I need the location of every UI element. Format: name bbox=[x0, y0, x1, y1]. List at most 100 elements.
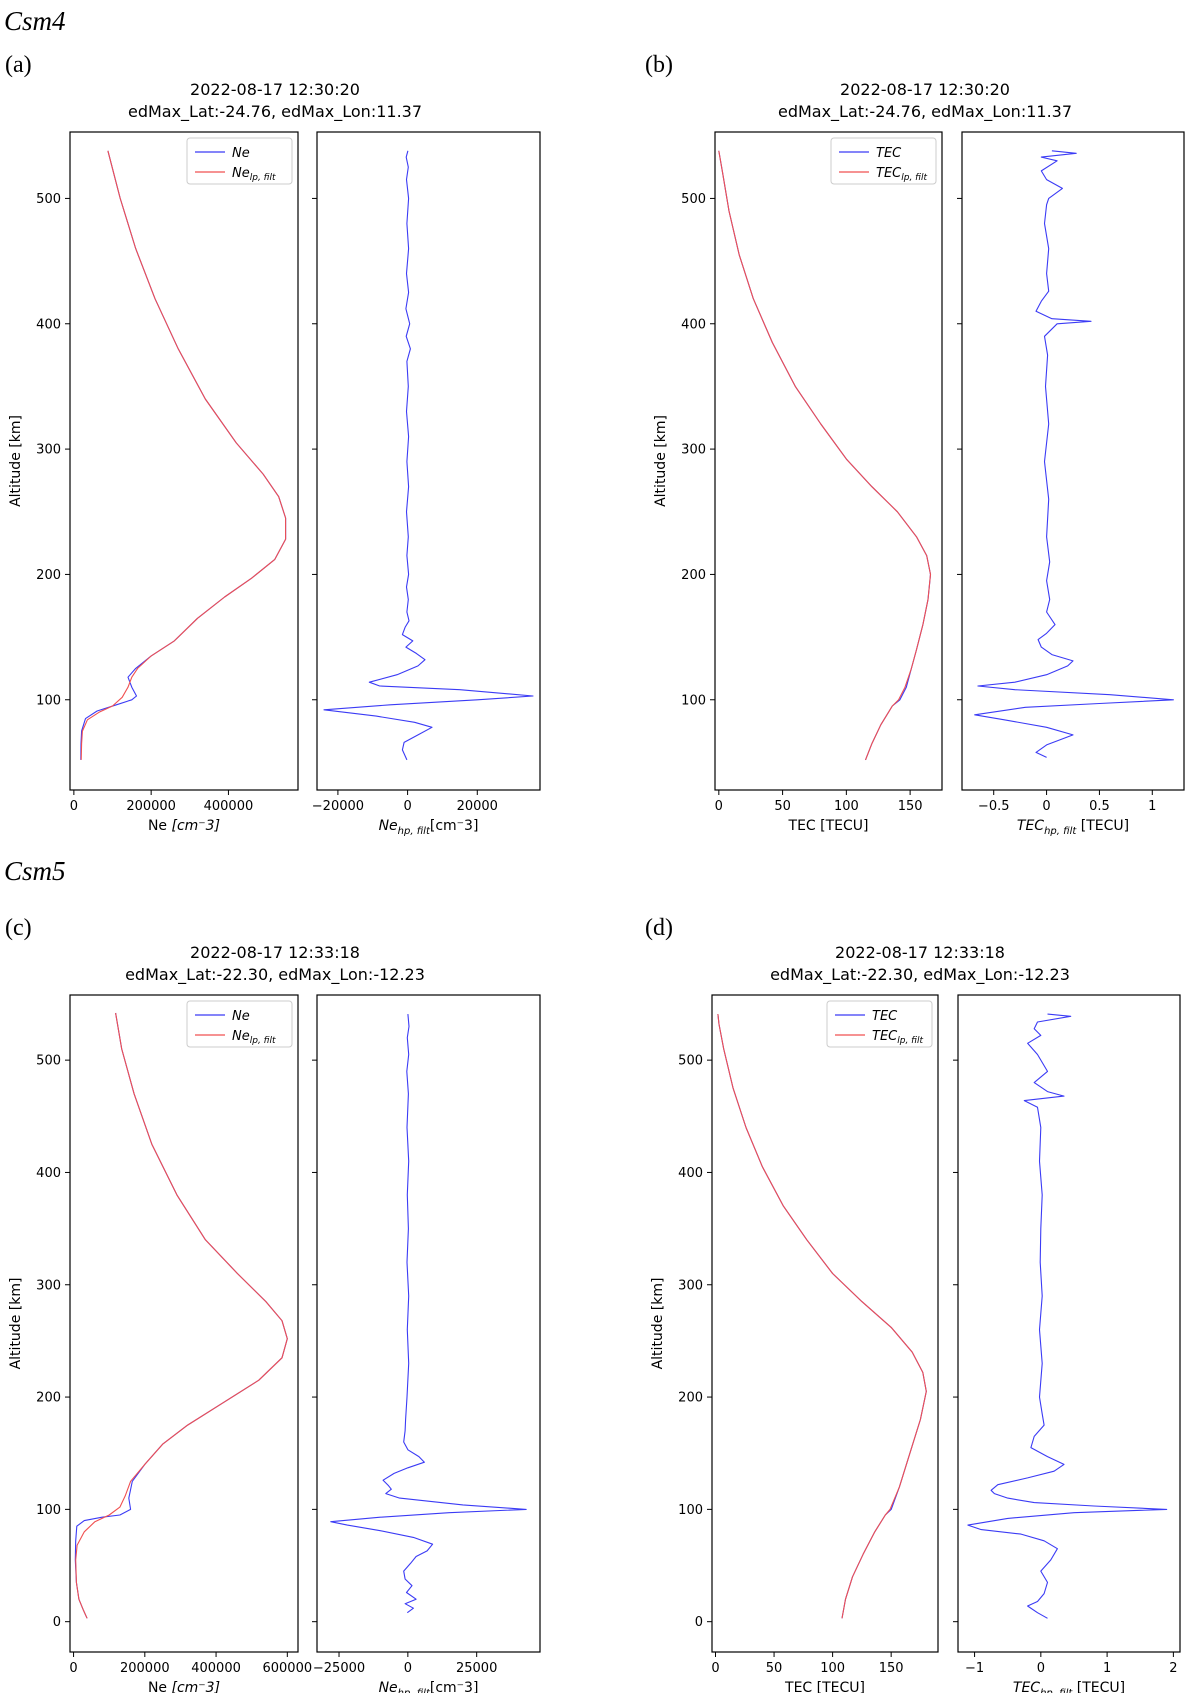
y-tick-label: 400 bbox=[36, 317, 61, 332]
legend-entry: TEClp, filt bbox=[872, 1029, 923, 1046]
series-line-ne-lp-filt bbox=[75, 1012, 288, 1619]
x-tick-label: 0 bbox=[715, 799, 723, 814]
y-tick-label: 400 bbox=[36, 1166, 61, 1181]
panel-subtitle: edMax_Lat:-22.30, edMax_Lon:-12.23 bbox=[770, 965, 1070, 985]
x-tick-label: 100 bbox=[834, 799, 859, 814]
x-tick-label: 2 bbox=[1169, 1661, 1177, 1676]
panel-subtitle: edMax_Lat:-24.76, edMax_Lon:11.37 bbox=[778, 102, 1072, 122]
legend-entry: Ne bbox=[232, 1009, 250, 1024]
legend-entry: Nelp, filt bbox=[232, 1029, 276, 1046]
series-line-tec bbox=[717, 1014, 927, 1619]
x-tick-label: 1 bbox=[1103, 1661, 1111, 1676]
legend-b: TEC TEClp, filt bbox=[830, 137, 937, 185]
series-line-tec-hp-filt bbox=[974, 150, 1174, 758]
series-line-ne bbox=[80, 150, 287, 760]
series-line-tec-lp-filt bbox=[717, 1014, 927, 1619]
x-tick-label: −20000 bbox=[312, 799, 364, 814]
panel-d: (d) 2022-08-17 12:33:18 edMax_Lat:-22.30, … bbox=[645, 915, 1181, 1693]
y-tick-label: 0 bbox=[53, 1615, 61, 1630]
x-tick-label: 400000 bbox=[204, 799, 254, 814]
panel-a: (a) 2022-08-17 12:30:20 edMax_Lat:-24.76, … bbox=[5, 52, 541, 837]
axes-frame-c-left bbox=[69, 994, 299, 1653]
x-tick-label: 600000 bbox=[262, 1661, 312, 1676]
series-line-tec-lp-filt bbox=[718, 150, 932, 761]
series-line-tec-hp-filt bbox=[967, 1013, 1168, 1619]
x-tick-label: −25000 bbox=[313, 1661, 365, 1676]
section-label-csm4: Csm4 bbox=[4, 6, 66, 36]
y-tick-label: 200 bbox=[681, 568, 706, 583]
panel-c: (c) 2022-08-17 12:33:18 edMax_Lat:-22.30, … bbox=[5, 915, 541, 1693]
panel-b: (b) 2022-08-17 12:30:20 edMax_Lat:-24.76, … bbox=[645, 52, 1185, 837]
axes-frame-b-right bbox=[961, 131, 1185, 791]
panel-title: 2022-08-17 12:33:18 bbox=[835, 943, 1005, 962]
y-tick-label: 100 bbox=[678, 1503, 703, 1518]
y-tick-label: 100 bbox=[36, 693, 61, 708]
y-tick-label: 400 bbox=[678, 1166, 703, 1181]
y-tick-label: 300 bbox=[36, 443, 61, 458]
panel-subtitle: edMax_Lat:-24.76, edMax_Lon:11.37 bbox=[128, 102, 422, 122]
x-axis-label-a-right: Nehp, filt[cm⁻3] bbox=[379, 818, 479, 837]
panel-label: (b) bbox=[645, 52, 673, 78]
axes-frame-d-right bbox=[957, 994, 1181, 1653]
y-tick-label: 500 bbox=[36, 192, 61, 207]
y-tick-label: 200 bbox=[678, 1391, 703, 1406]
legend-d: TEC TEClp, filt bbox=[826, 1000, 933, 1048]
legend-entry: TEC bbox=[872, 1009, 898, 1024]
x-tick-label: 100 bbox=[820, 1661, 845, 1676]
panel-title: 2022-08-17 12:30:20 bbox=[840, 80, 1010, 99]
x-tick-label: 0 bbox=[1042, 799, 1050, 814]
y-tick-label: 400 bbox=[681, 317, 706, 332]
panel-subtitle: edMax_Lat:-22.30, edMax_Lon:-12.23 bbox=[125, 965, 425, 985]
x-tick-label: 150 bbox=[898, 799, 923, 814]
x-tick-label: 0 bbox=[70, 799, 78, 814]
legend-entry: Ne bbox=[232, 146, 250, 161]
legend-entry: TEC bbox=[876, 146, 902, 161]
series-line-ne bbox=[74, 1012, 288, 1619]
y-tick-label: 500 bbox=[36, 1054, 61, 1069]
x-tick-label: 1 bbox=[1148, 799, 1156, 814]
axes-frame-b-left bbox=[714, 131, 943, 791]
panel-title: 2022-08-17 12:33:18 bbox=[190, 943, 360, 962]
x-axis-label-d-left: TEC [TECU] bbox=[784, 1680, 865, 1693]
y-axis-label: Altitude [km] bbox=[8, 1278, 24, 1370]
y-tick-label: 0 bbox=[695, 1615, 703, 1630]
y-tick-label: 100 bbox=[681, 693, 706, 708]
x-tick-label: 0 bbox=[1037, 1661, 1045, 1676]
y-tick-label: 100 bbox=[36, 1503, 61, 1518]
y-tick-label: 500 bbox=[678, 1054, 703, 1069]
y-tick-label: 300 bbox=[36, 1278, 61, 1293]
legend-entry: TEClp, filt bbox=[876, 166, 927, 183]
y-axis-label: Altitude [km] bbox=[650, 1278, 666, 1370]
legend-entry: Nelp, filt bbox=[232, 166, 276, 183]
y-tick-label: 300 bbox=[681, 443, 706, 458]
x-tick-label: 0.5 bbox=[1089, 799, 1110, 814]
y-tick-label: 200 bbox=[36, 1391, 61, 1406]
x-axis-label-c-left: Ne [cm⁻3] bbox=[148, 1680, 220, 1693]
x-tick-label: 200000 bbox=[120, 1661, 170, 1676]
x-tick-label: 0 bbox=[69, 1661, 77, 1676]
series-line-tec bbox=[718, 150, 932, 761]
x-axis-label-a-left: Ne [cm⁻3] bbox=[148, 818, 220, 834]
legend-a: Ne Nelp, filt bbox=[186, 137, 293, 185]
x-tick-label: −0.5 bbox=[978, 799, 1010, 814]
y-axis-label: Altitude [km] bbox=[8, 415, 24, 507]
x-tick-label: 0 bbox=[404, 1661, 412, 1676]
x-tick-label: 400000 bbox=[191, 1661, 241, 1676]
x-axis-label-d-right: TEChp, filt [TECU] bbox=[1013, 1680, 1125, 1693]
x-tick-label: 50 bbox=[774, 799, 791, 814]
panel-label: (a) bbox=[5, 52, 32, 78]
x-tick-label: 25000 bbox=[456, 1661, 497, 1676]
x-axis-label-b-left: TEC [TECU] bbox=[788, 818, 869, 834]
y-axis-label: Altitude [km] bbox=[653, 415, 669, 507]
panel-title: 2022-08-17 12:30:20 bbox=[190, 80, 360, 99]
axes-frame-a-right bbox=[316, 131, 541, 791]
x-tick-label: 20000 bbox=[457, 799, 498, 814]
x-axis-label-b-right: TEChp, filt [TECU] bbox=[1017, 818, 1129, 837]
x-tick-label: 0 bbox=[403, 799, 411, 814]
x-tick-label: 0 bbox=[711, 1661, 719, 1676]
x-tick-label: 150 bbox=[879, 1661, 904, 1676]
x-tick-label: 200000 bbox=[126, 799, 176, 814]
series-line-ne-lp-filt bbox=[80, 150, 287, 760]
x-tick-label: −1 bbox=[965, 1661, 984, 1676]
